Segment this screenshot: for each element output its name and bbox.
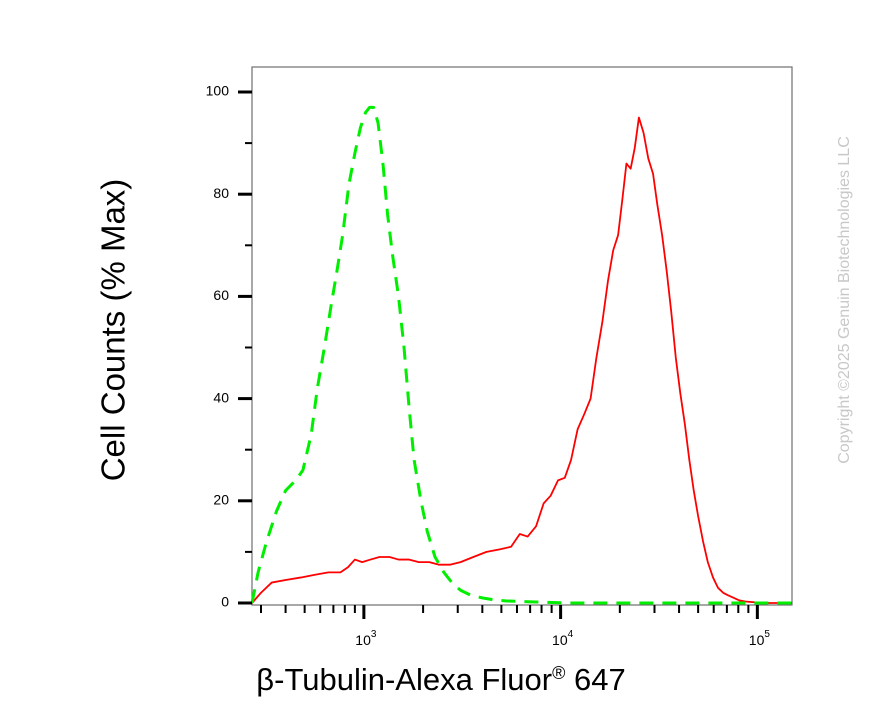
y-axis: 0 20 40 60 80 100 bbox=[206, 83, 252, 610]
x-axis: 103 104 105 bbox=[260, 605, 771, 648]
x-axis-title: β-Tubulin-Alexa Fluor® 647 bbox=[256, 662, 625, 697]
series-layer bbox=[250, 105, 792, 605]
series-line-1 bbox=[251, 116, 792, 604]
y-axis-title: Cell Counts (% Max) bbox=[95, 179, 132, 482]
copyright-watermark: Copyright ©2025 Genuin Biotechnologies L… bbox=[836, 136, 853, 464]
y-tick-label-20: 20 bbox=[213, 492, 229, 508]
plot-area bbox=[251, 66, 793, 606]
x-tick-label-10000: 104 bbox=[552, 629, 574, 648]
x-axis-title-registered: ® bbox=[552, 663, 565, 683]
y-tick-label-80: 80 bbox=[213, 185, 229, 201]
plot-frame bbox=[251, 66, 793, 606]
y-tick-label-0: 0 bbox=[221, 594, 229, 610]
y-tick-label-100: 100 bbox=[206, 83, 230, 99]
x-tick-label-1000: 103 bbox=[355, 629, 377, 648]
y-tick-label-60: 60 bbox=[213, 287, 229, 303]
x-axis-title-main: β-Tubulin-Alexa Fluor bbox=[256, 662, 552, 697]
y-tick-label-40: 40 bbox=[213, 389, 229, 405]
series-line-2 bbox=[250, 105, 792, 605]
x-axis-title-tail: 647 bbox=[565, 662, 625, 697]
x-tick-label-100000: 105 bbox=[749, 629, 771, 648]
